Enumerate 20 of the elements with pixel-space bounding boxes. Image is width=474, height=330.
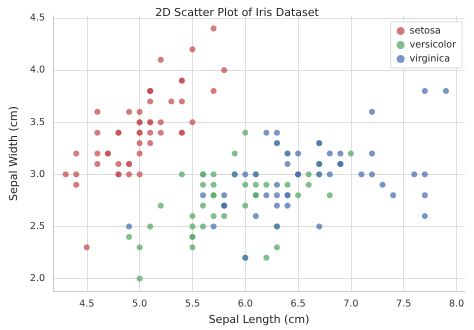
x-tick-label: 8.0 — [448, 298, 464, 310]
chart-title: 2D Scatter Plot of Iris Dataset — [155, 6, 320, 19]
legend-label: virginica — [410, 54, 450, 64]
y-tick-label: 4.0 — [30, 64, 46, 76]
y-tick-label: 4.5 — [30, 12, 46, 24]
y-tick-label: 2.5 — [30, 220, 46, 232]
x-axis-title: Sepal Length (cm) — [208, 313, 310, 326]
x-tick-label: 5.0 — [132, 298, 148, 310]
x-tick-label: 5.5 — [184, 298, 200, 310]
y-tick-label: 3.5 — [30, 116, 46, 128]
legend-label: setosa — [410, 26, 441, 36]
x-tick-label: 6.5 — [290, 298, 306, 310]
x-tick-label: 4.5 — [79, 298, 94, 310]
x-tick-label: 7.5 — [396, 298, 412, 310]
y-tick-label: 2.0 — [30, 273, 46, 284]
x-tick-label: 6.0 — [238, 298, 253, 310]
x-tick-label: 7.0 — [343, 298, 358, 310]
y-tick-label: 3.0 — [30, 168, 46, 180]
legend-label: versicolor — [410, 40, 456, 50]
y-axis-title: Sepal Width (cm) — [7, 106, 20, 201]
